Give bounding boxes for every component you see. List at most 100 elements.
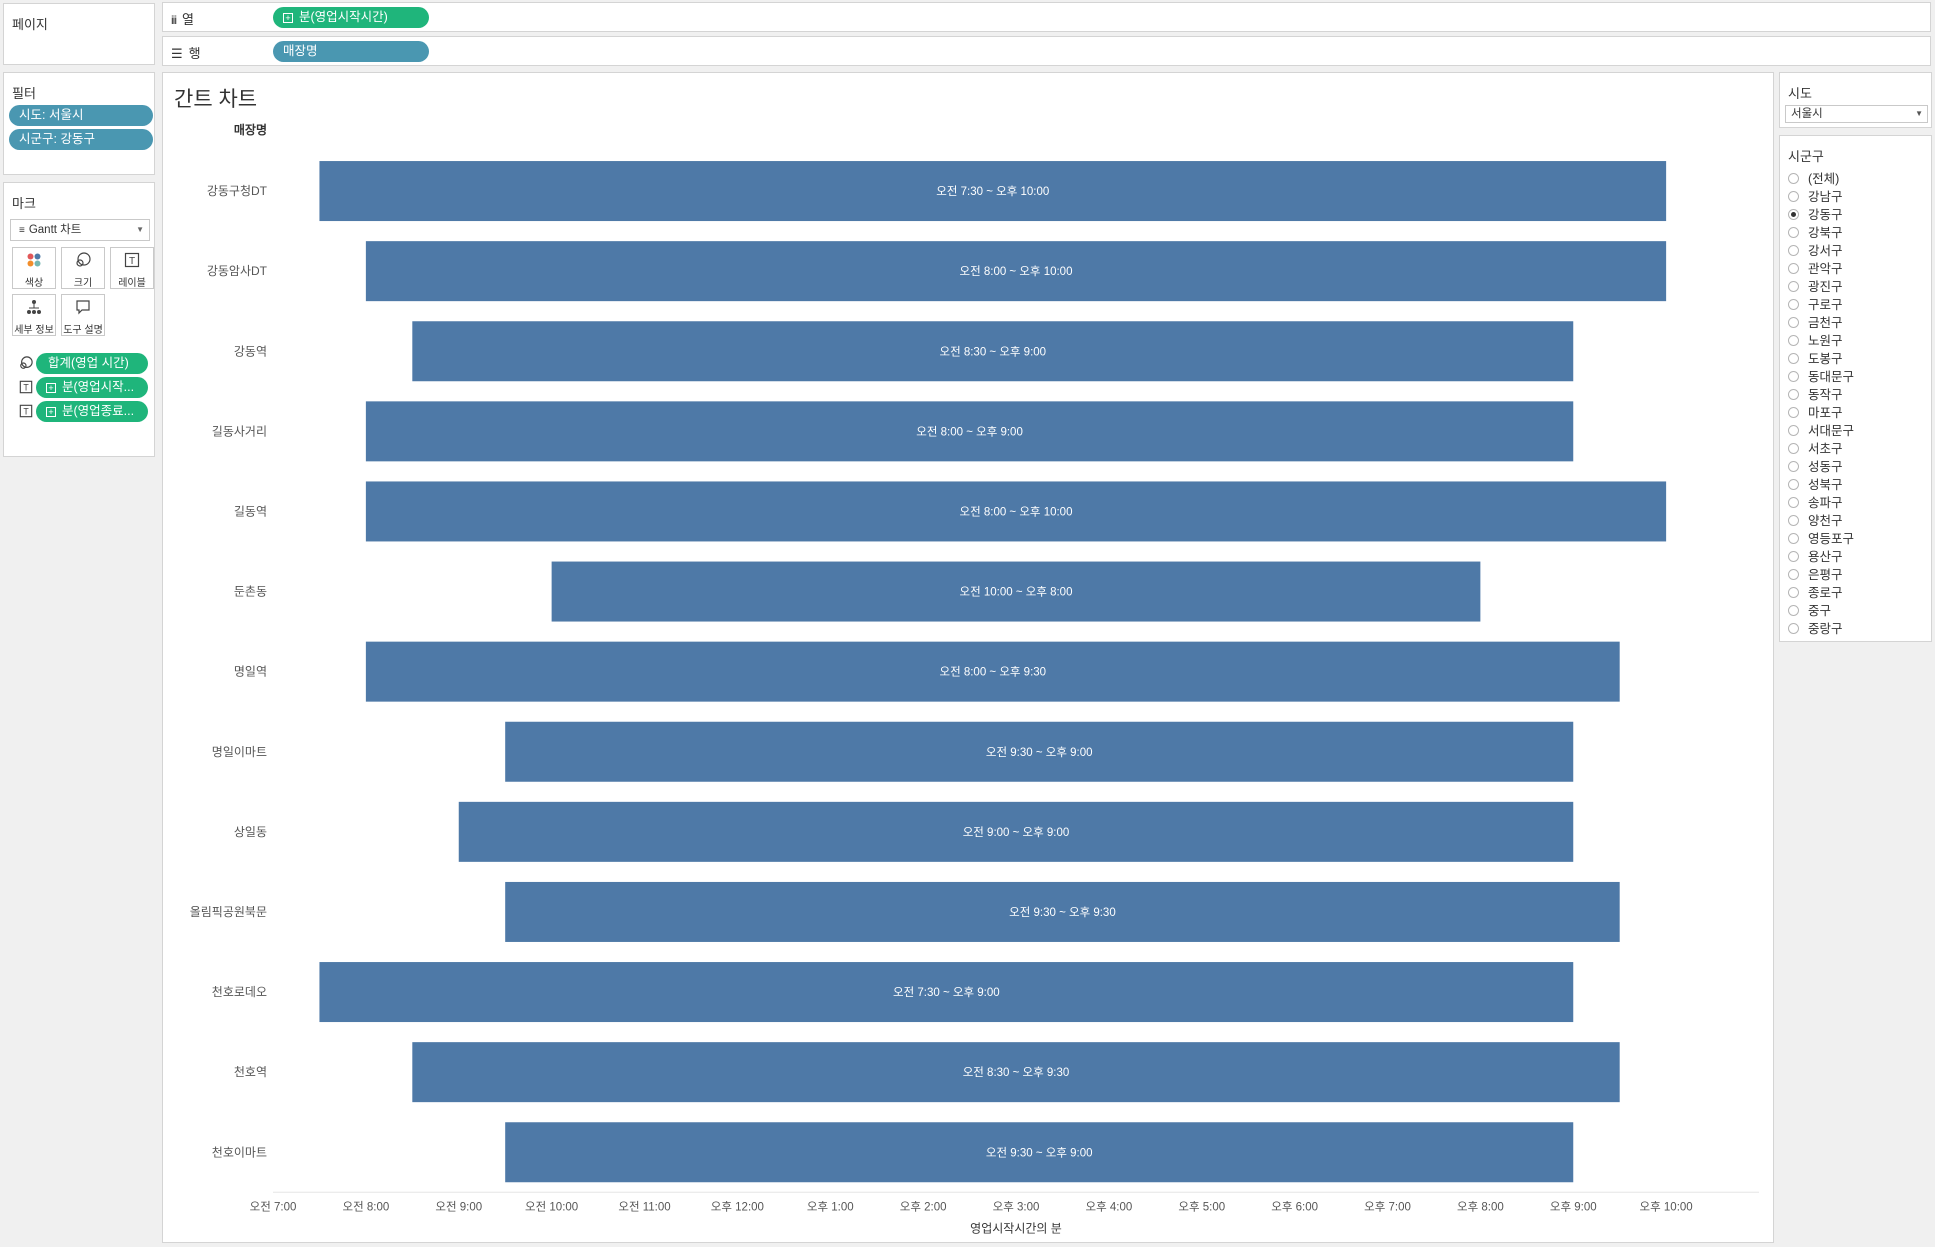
gantt-bar[interactable]: [551, 561, 1481, 622]
color-icon: [13, 252, 55, 274]
bar-label: 오전 8:00 ~ 오후 10:00: [960, 505, 1073, 518]
radio-button[interactable]: [1788, 479, 1799, 490]
gantt-bar[interactable]: [365, 641, 1620, 702]
gantt-bar[interactable]: [365, 481, 1667, 542]
sigungu-option-label: 송파구: [1808, 496, 1843, 510]
rows-shelf[interactable]: ☰ 행 매장명: [162, 36, 1931, 66]
sigungu-option[interactable]: 중구: [1788, 602, 1831, 620]
radio-button[interactable]: [1788, 317, 1799, 328]
radio-button[interactable]: [1788, 515, 1799, 526]
radio-button[interactable]: [1788, 299, 1799, 310]
gantt-bar[interactable]: [365, 241, 1667, 302]
radio-button[interactable]: [1788, 227, 1799, 238]
sido-filter-card: 시도 서울시 ▼: [1779, 72, 1932, 128]
sigungu-option[interactable]: 강남구: [1788, 188, 1843, 206]
radio-button[interactable]: [1788, 623, 1799, 634]
columns-pill[interactable]: + 분(영업시작시간): [273, 7, 429, 28]
sigungu-option[interactable]: 서초구: [1788, 440, 1843, 458]
sigungu-option[interactable]: 동작구: [1788, 386, 1843, 404]
gantt-bar[interactable]: [412, 1042, 1620, 1103]
sigungu-option[interactable]: 마포구: [1788, 404, 1843, 422]
sigungu-option[interactable]: 영등포구: [1788, 530, 1854, 548]
bar-label: 오전 10:00 ~ 오후 8:00: [960, 586, 1073, 599]
radio-button[interactable]: [1788, 173, 1799, 184]
sigungu-option[interactable]: 광진구: [1788, 278, 1843, 296]
radio-button[interactable]: [1788, 371, 1799, 382]
tooltip-button[interactable]: 도구 설명: [61, 294, 105, 336]
sigungu-option[interactable]: 금천구: [1788, 314, 1843, 332]
row-label: 명일역: [234, 665, 267, 679]
detail-icon: [13, 299, 55, 321]
radio-button[interactable]: [1788, 335, 1799, 346]
x-tick-label: 오후 9:00: [1550, 1200, 1597, 1213]
sigungu-option[interactable]: 종로구: [1788, 584, 1843, 602]
sigungu-option[interactable]: 강서구: [1788, 242, 1843, 260]
sigungu-option[interactable]: 노원구: [1788, 332, 1843, 350]
sigungu-option[interactable]: 성북구: [1788, 476, 1843, 494]
sigungu-option[interactable]: 양천구: [1788, 512, 1843, 530]
sigungu-option[interactable]: 강동구: [1788, 206, 1843, 224]
rows-pill[interactable]: 매장명: [273, 41, 429, 62]
radio-button[interactable]: [1788, 281, 1799, 292]
radio-button[interactable]: [1788, 533, 1799, 544]
radio-button[interactable]: [1788, 497, 1799, 508]
marks-field-pill-size[interactable]: 합계(영업 시간): [36, 353, 148, 374]
sigungu-option[interactable]: 도봉구: [1788, 350, 1843, 368]
gantt-icon: ≡: [19, 225, 25, 236]
radio-button[interactable]: [1788, 245, 1799, 256]
gantt-bar[interactable]: [412, 321, 1574, 382]
color-button[interactable]: 색상: [12, 247, 56, 289]
row-label: 명일이마트: [212, 745, 267, 759]
sigungu-option[interactable]: 동대문구: [1788, 368, 1854, 386]
pages-panel[interactable]: 페이지: [3, 3, 155, 65]
gantt-bar[interactable]: [365, 401, 1574, 462]
radio-button[interactable]: [1788, 209, 1799, 220]
radio-button[interactable]: [1788, 587, 1799, 598]
size-button[interactable]: 크기: [61, 247, 105, 289]
expand-icon: +: [46, 407, 56, 417]
marks-field-pill-label-start[interactable]: + 분(영업시작...: [36, 377, 148, 398]
sigungu-option-label: 성북구: [1808, 478, 1843, 492]
sigungu-option[interactable]: 서대문구: [1788, 422, 1854, 440]
marks-panel[interactable]: 마크 ≡ Gantt 차트 ▼ 색상 크기 T 레이블 세부 정보 도구 설명: [3, 182, 155, 457]
sigungu-option[interactable]: 성동구: [1788, 458, 1843, 476]
sigungu-option[interactable]: 구로구: [1788, 296, 1843, 314]
sigungu-option[interactable]: 강북구: [1788, 224, 1843, 242]
sido-select[interactable]: 서울시 ▼: [1785, 105, 1928, 123]
gantt-bar[interactable]: [319, 161, 1667, 222]
radio-button[interactable]: [1788, 443, 1799, 454]
sigungu-filter-card: 시군구 (전체) 강남구 강동구 강북구 강서구 관악구 광진구 구로구 금천구 노원구 도봉구 동대…: [1779, 135, 1932, 642]
sigungu-option[interactable]: 용산구: [1788, 548, 1843, 566]
radio-button[interactable]: [1788, 353, 1799, 364]
radio-button[interactable]: [1788, 461, 1799, 472]
marks-field-pill-label-end[interactable]: + 분(영업종료...: [36, 401, 148, 422]
gantt-bar[interactable]: [458, 801, 1574, 862]
radio-button[interactable]: [1788, 191, 1799, 202]
gantt-bar[interactable]: [319, 962, 1574, 1023]
radio-button[interactable]: [1788, 569, 1799, 580]
mark-type-dropdown[interactable]: ≡ Gantt 차트 ▼: [10, 219, 150, 241]
sigungu-option[interactable]: 중랑구: [1788, 620, 1843, 638]
sigungu-option[interactable]: 은평구: [1788, 566, 1843, 584]
radio-button[interactable]: [1788, 389, 1799, 400]
gantt-bar[interactable]: [505, 1122, 1574, 1183]
detail-button[interactable]: 세부 정보: [12, 294, 56, 336]
filters-panel[interactable]: 필터 시도: 서울시 시군구: 강동구: [3, 72, 155, 175]
filter-pill-sigungu[interactable]: 시군구: 강동구: [9, 129, 153, 150]
radio-button[interactable]: [1788, 605, 1799, 616]
radio-button[interactable]: [1788, 407, 1799, 418]
radio-button[interactable]: [1788, 425, 1799, 436]
gantt-bar[interactable]: [505, 721, 1574, 782]
radio-button[interactable]: [1788, 551, 1799, 562]
row-label: 길동사거리: [212, 424, 267, 438]
filter-pill-sido[interactable]: 시도: 서울시: [9, 105, 153, 126]
expand-icon: +: [283, 13, 293, 23]
gantt-bar[interactable]: [505, 881, 1620, 942]
sigungu-option[interactable]: (전체): [1788, 170, 1839, 188]
columns-shelf[interactable]: iii 열 + 분(영업시작시간): [162, 2, 1931, 32]
radio-button[interactable]: [1788, 263, 1799, 274]
label-button[interactable]: T 레이블: [110, 247, 154, 289]
sigungu-option[interactable]: 송파구: [1788, 494, 1843, 512]
sigungu-option-label: 서초구: [1808, 442, 1843, 456]
sigungu-option[interactable]: 관악구: [1788, 260, 1843, 278]
